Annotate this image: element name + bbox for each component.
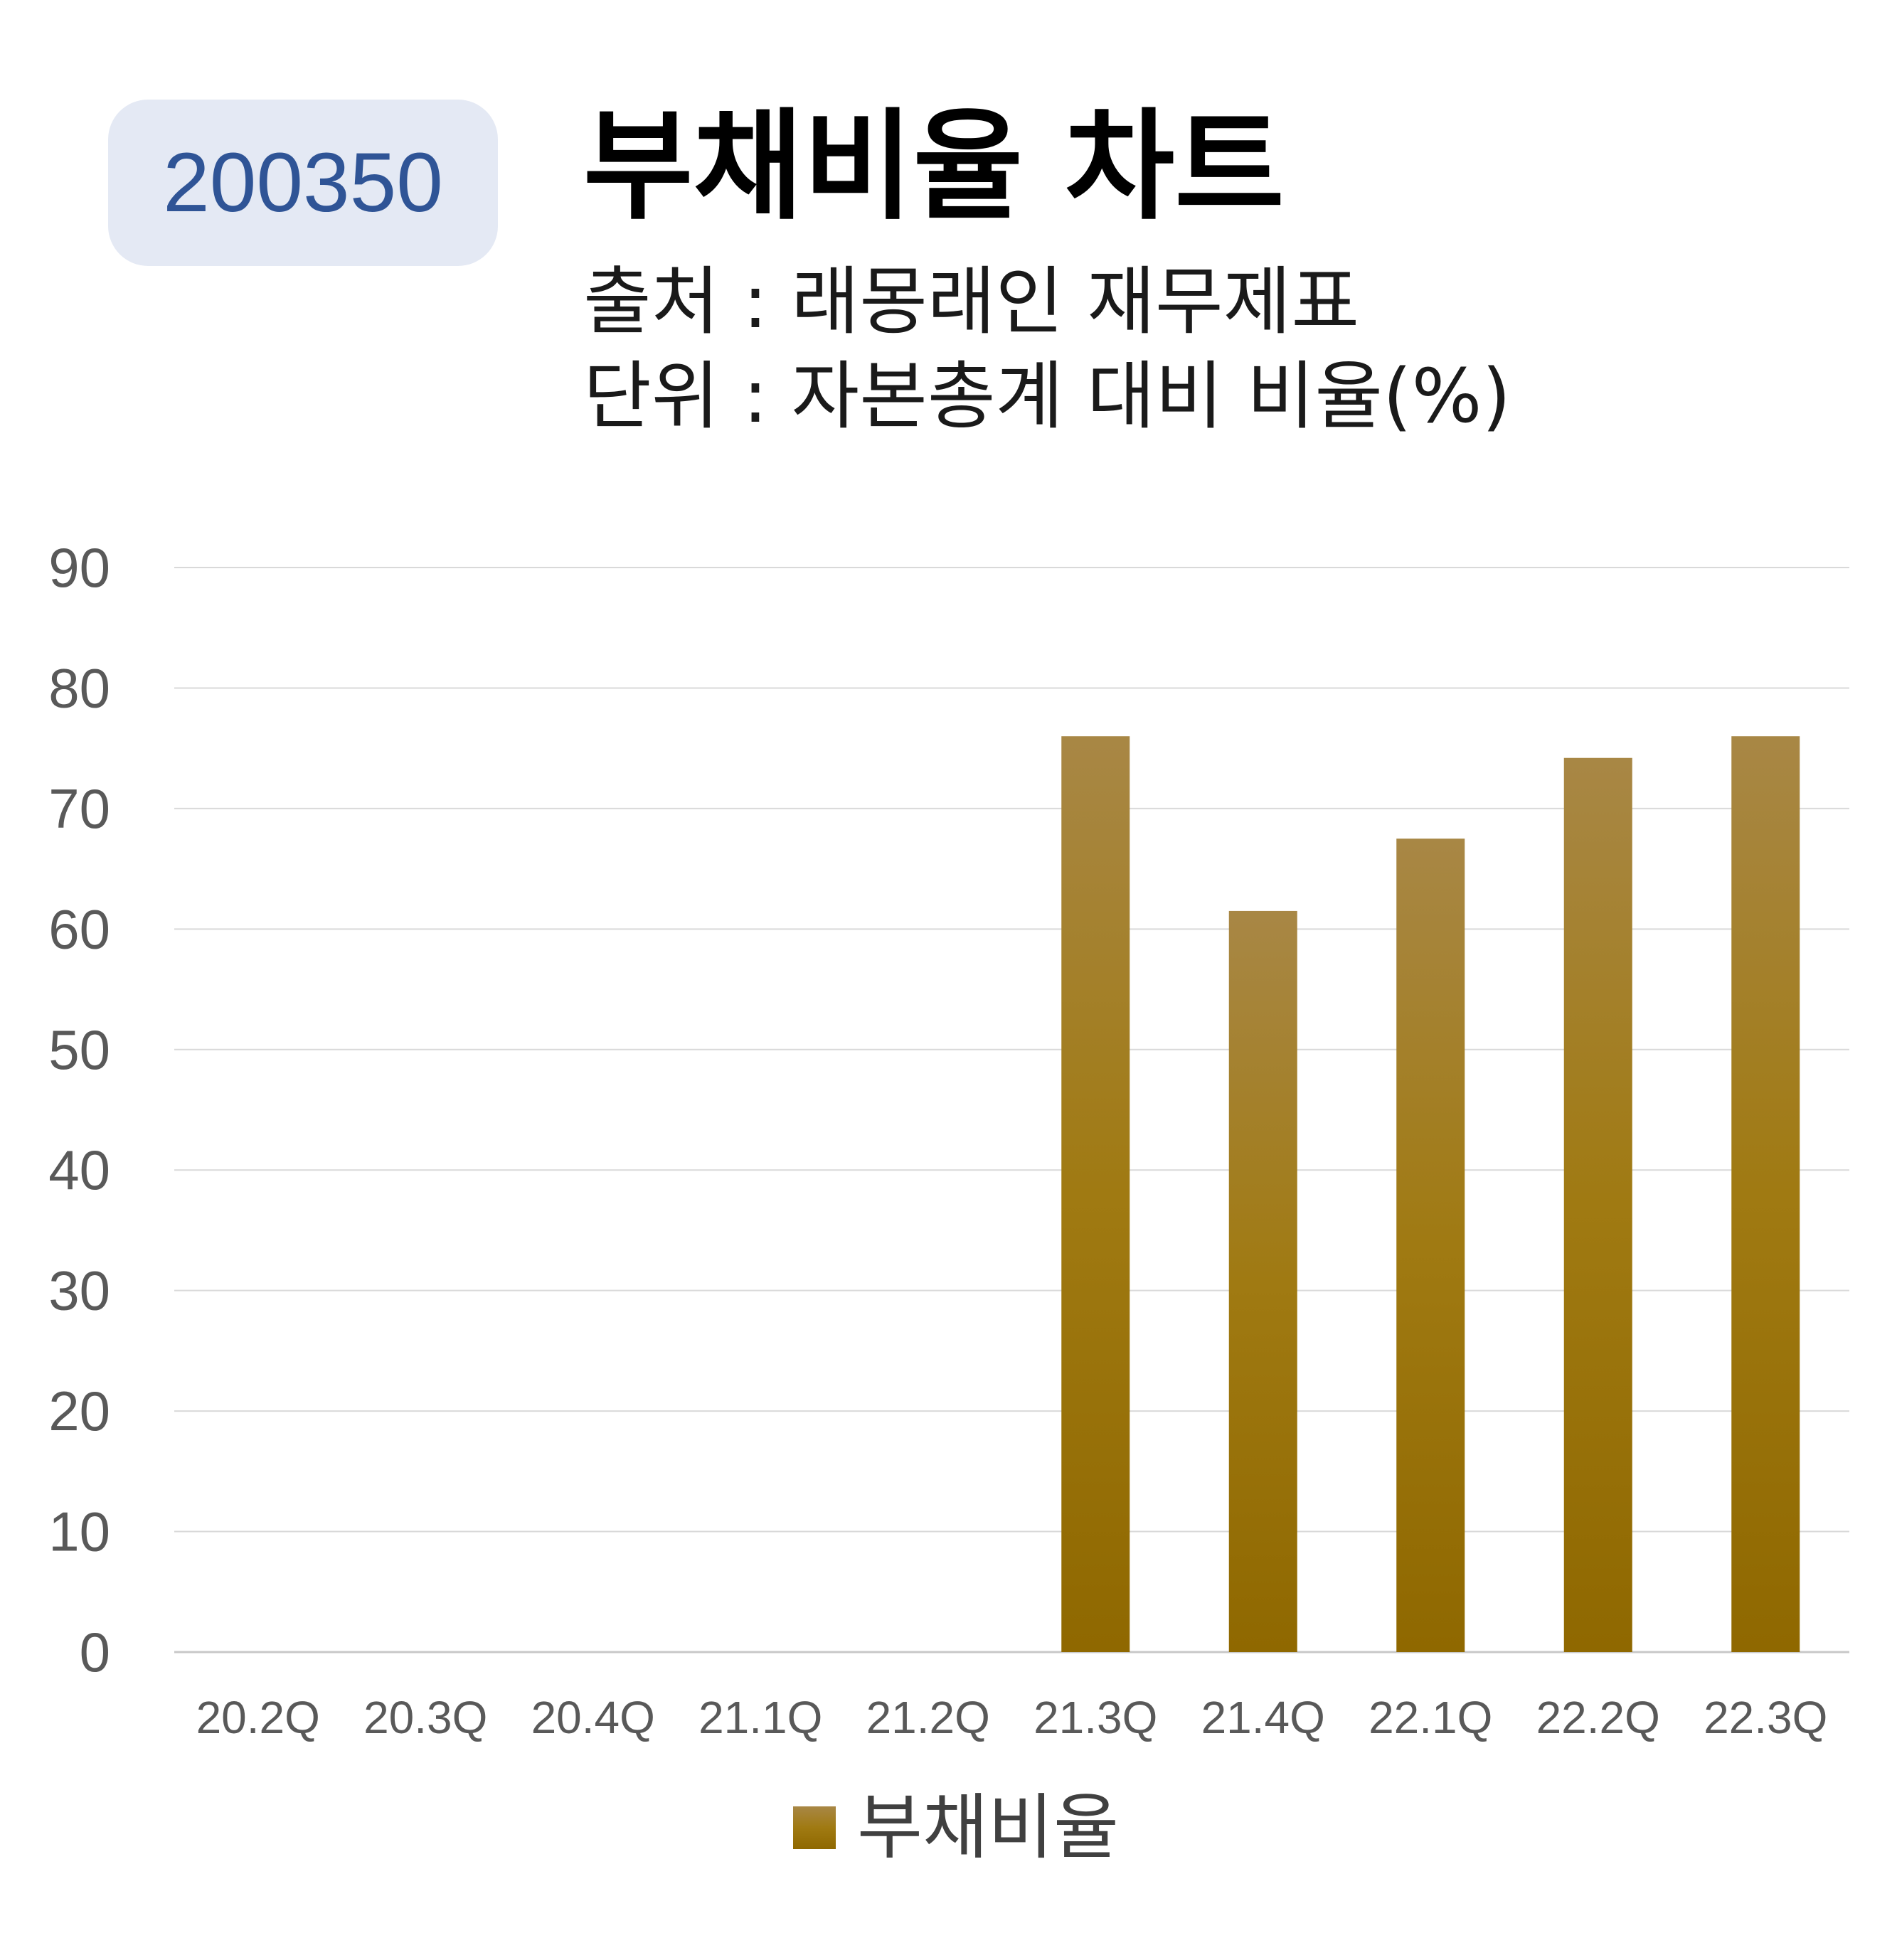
y-tick-label: 60	[48, 898, 110, 960]
x-tick-label: 22.1Q	[1369, 1692, 1492, 1743]
bar	[1563, 757, 1632, 1652]
x-tick-label: 20.2Q	[196, 1692, 320, 1743]
legend: 부채비율	[793, 1786, 1119, 1869]
legend-label: 부채비율	[857, 1786, 1119, 1869]
bar	[1731, 736, 1800, 1652]
y-tick-label: 90	[48, 536, 110, 599]
bar	[1228, 910, 1297, 1652]
source-text: 출처 : 래몽래인 재무제표	[583, 258, 1360, 345]
unit-text: 단위 : 자본총계 대비 비율(%)	[583, 353, 1511, 440]
y-tick-label: 80	[48, 656, 110, 719]
bar	[1061, 736, 1130, 1652]
y-tick-label: 50	[48, 1018, 110, 1081]
bar	[1396, 838, 1465, 1652]
x-tick-label: 20.4Q	[531, 1692, 655, 1743]
bars	[1061, 736, 1800, 1652]
stock-code-badge: 200350	[108, 100, 498, 266]
x-tick-label: 21.4Q	[1201, 1692, 1325, 1743]
chart-title: 부채비율 차트	[583, 97, 1285, 236]
y-tick-label: 30	[48, 1259, 110, 1322]
y-tick-label: 10	[48, 1501, 110, 1563]
y-tick-label: 0	[80, 1621, 110, 1683]
y-tick-label: 40	[48, 1139, 110, 1201]
y-axis: 0 10 20 30 40 50 60 70 80 90	[48, 536, 110, 1683]
legend-swatch	[793, 1806, 836, 1849]
x-axis: 20.2Q 20.3Q 20.4Q 21.1Q 21.2Q 21.3Q 21.4Q 22.1Q…	[196, 1692, 1828, 1743]
x-tick-label: 22.2Q	[1536, 1692, 1660, 1743]
x-tick-label: 21.3Q	[1033, 1692, 1157, 1743]
x-tick-label: 22.3Q	[1704, 1692, 1827, 1743]
y-tick-label: 70	[48, 777, 110, 840]
x-tick-label: 20.3Q	[363, 1692, 487, 1743]
y-tick-label: 20	[48, 1380, 110, 1442]
x-tick-label: 21.1Q	[698, 1692, 822, 1743]
x-tick-label: 21.2Q	[866, 1692, 990, 1743]
